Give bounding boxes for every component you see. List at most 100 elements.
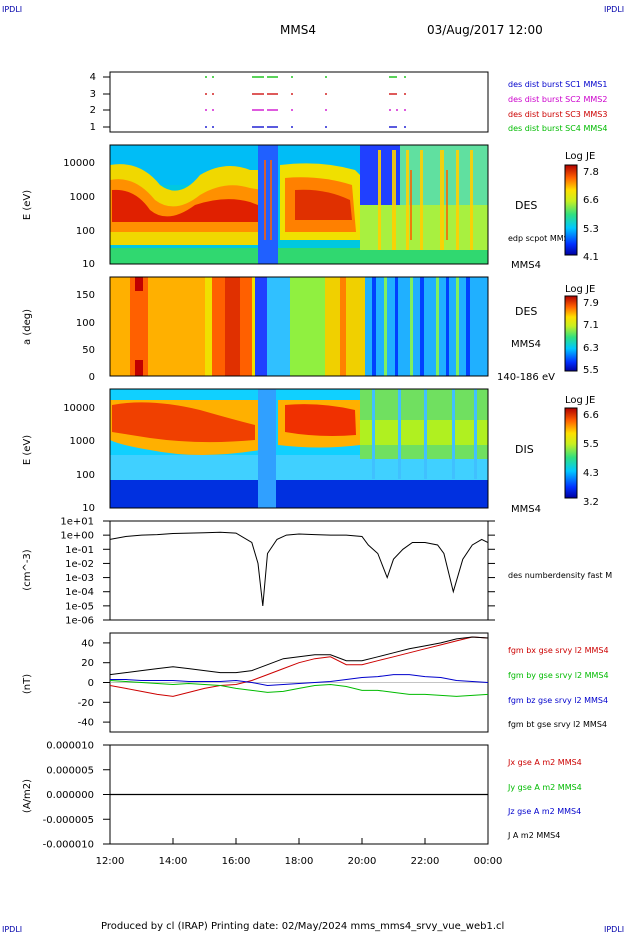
des-energy-cb-tick-1: 7.8 [583,167,599,178]
dis-energy-sc: MMS4 [511,504,541,515]
bfield-series-line [110,680,488,697]
dis-energy-ytick-10: 10 [82,503,95,514]
burst-ytick-4: 4 [90,72,96,83]
bfield-panel: (nT) 40 20 0 -20 -40 fgm bx gse srvy l2 MMS4… [22,632,609,733]
bfield-ytick: 20 [81,658,94,669]
density-series-line [110,531,488,606]
burst-ytick-1: 1 [90,122,96,133]
bfield-series-line [110,636,488,697]
dis-energy-colorbar-title: Log JE [565,395,595,406]
burst-legend-2: des dist burst SC2 MMS2 [508,95,607,104]
des-pitch-cb-tick-4: 5.5 [583,365,599,376]
dis-energy-label: DIS [515,443,534,456]
des-pitch-colorbar [564,295,578,372]
des-pitch-panel: 150 100 50 0 a (deg) DES MMS4 140-186 eV… [22,276,599,383]
density-ytick: 1e-05 [65,601,94,612]
current-legend-jy: Jy gse A m2 MMS4 [507,783,582,792]
burst-ytick-2: 2 [90,105,96,116]
dis-energy-cb-tick-1: 6.6 [583,410,599,421]
dis-energy-cb-tick-2: 5.5 [583,439,599,450]
corner-label-bottom-left: IPDLI [2,925,22,934]
bfield-ytick: -40 [78,718,94,729]
current-panel: (A/m2) 0.000010 0.000005 0.000000 -0.000005… [22,741,582,851]
dis-energy-ylabel: E (eV) [22,435,33,465]
bfield-ytick: 0 [88,678,94,689]
des-energy-ytick-100: 100 [76,226,95,237]
time-tick-label: 00:00 [474,856,503,867]
des-pitch-cb-tick-2: 7.1 [583,320,599,331]
dis-energy-colorbar [564,407,578,499]
time-tick-label: 18:00 [285,856,314,867]
des-energy-sc: MMS4 [511,260,541,271]
burst-legend-4: des dist burst SC4 MMS4 [508,124,607,133]
burst-legend-3: des dist burst SC3 MMS3 [508,110,607,119]
density-ytick: 1e-03 [65,573,94,584]
density-ytick: 1e+00 [60,531,94,542]
burst-ytick-3: 3 [90,89,96,100]
corner-label-top-right: IPDLI [604,5,624,14]
des-energy-sublabel: edp scpot MMS4 [508,234,574,243]
bfield-legend-bx: fgm bx gse srvy l2 MMS4 [508,646,609,655]
des-pitch-label: DES [515,305,537,318]
des-energy-label: DES [515,199,537,212]
dis-energy-ytick-1000: 1000 [70,436,95,447]
time-tick-label: 20:00 [348,856,377,867]
bfield-ytick: 40 [81,638,94,649]
datetime-title: 03/Aug/2017 12:00 [427,23,543,37]
des-energy-panel: 10000 1000 100 10 E (eV) DES edp scpot M… [22,144,599,271]
corner-label-bottom-right: IPDLI [604,925,624,934]
des-pitch-ytick-0: 0 [89,372,95,383]
dis-energy-ytick-100: 100 [76,470,95,481]
bfield-series-line [110,674,488,687]
density-ytick: 1e-06 [65,616,94,627]
des-pitch-cb-tick-3: 6.3 [583,343,599,354]
dis-energy-cb-tick-4: 3.2 [583,497,599,508]
des-energy-colorbar [564,164,578,256]
bfield-legend-bz: fgm bz gse srvy l2 MMS4 [508,696,608,705]
density-ytick: 1e-04 [65,587,94,598]
des-energy-cb-tick-2: 6.6 [583,195,599,206]
time-tick-label: 12:00 [96,856,125,867]
current-legend-jx: Jx gse A m2 MMS4 [507,758,582,767]
spacecraft-title: MMS4 [280,23,316,37]
current-legend-j: J A m2 MMS4 [507,831,560,840]
density-ytick: 1e+01 [60,517,94,528]
current-ytick: 0.000000 [46,790,94,801]
des-energy-ytick-1000: 1000 [70,192,95,203]
burst-legend-1: des dist burst SC1 MMS1 [508,80,607,89]
des-pitch-ytick-50: 50 [82,345,95,356]
des-pitch-ytick-100: 100 [76,318,95,329]
des-pitch-sc: MMS4 [511,339,541,350]
density-ytick: 1e-01 [65,545,94,556]
bfield-legend-by: fgm by gse srvy l2 MMS4 [508,671,609,680]
current-ytick: -0.000010 [43,840,94,851]
current-ytick: -0.000005 [43,815,94,826]
des-pitch-colorbar-title: Log JE [565,284,595,295]
des-energy-cb-tick-3: 5.3 [583,224,599,235]
bfield-ytick: -20 [78,698,94,709]
des-energy-colorbar-title: Log JE [565,151,595,162]
dis-energy-panel: 10000 1000 100 10 E (eV) DIS MMS4 Log JE… [22,388,599,515]
current-legend-jz: Jz gse A m2 MMS4 [507,807,581,816]
des-pitch-ylabel: a (deg) [22,309,33,345]
des-pitch-cb-tick-1: 7.9 [583,298,599,309]
current-ytick: 0.000010 [46,741,94,752]
time-tick-label: 22:00 [411,856,440,867]
density-panel: (cm^-3) 1e+01 1e+00 1e-01 1e-02 1e-03 1e-04 1e… [22,517,612,627]
des-pitch-range: 140-186 eV [497,372,555,383]
time-tick-label: 16:00 [222,856,251,867]
des-energy-ytick-10: 10 [82,259,95,270]
dis-energy-cb-tick-3: 4.3 [583,468,599,479]
density-legend: des numberdensity fast M [508,571,612,580]
bfield-legend-bt: fgm bt gse srvy l2 MMS4 [508,720,607,729]
time-tick-label: 14:00 [159,856,188,867]
des-energy-ytick-10000: 10000 [63,158,95,169]
footer-text: Produced by cl (IRAP) Printing date: 02/… [101,921,504,932]
burst-panel: 4 3 2 1 des dist bu [90,71,607,133]
corner-label-top-left: IPDLI [2,5,22,14]
density-ytick: 1e-02 [65,559,94,570]
current-ytick: 0.000005 [46,765,94,776]
des-energy-cb-tick-4: 4.1 [583,252,599,263]
des-pitch-ytick-150: 150 [76,290,95,301]
